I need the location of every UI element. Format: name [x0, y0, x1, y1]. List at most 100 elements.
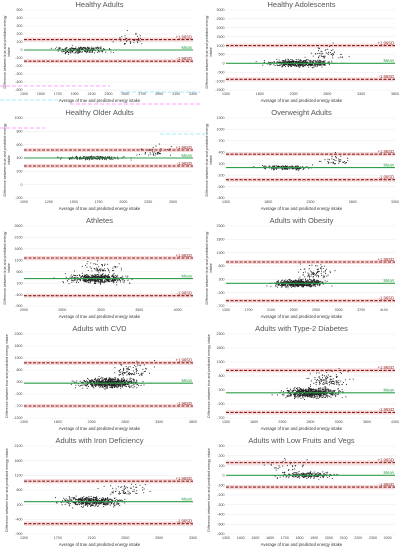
data-point — [123, 156, 125, 158]
data-point — [97, 381, 99, 383]
data-point — [328, 61, 331, 63]
data-point — [335, 380, 337, 382]
data-point — [345, 162, 348, 164]
data-point — [325, 268, 327, 270]
data-point — [158, 152, 160, 154]
data-point — [62, 282, 65, 284]
data-point — [112, 158, 114, 160]
data-point — [317, 47, 319, 49]
data-point — [316, 60, 318, 62]
data-point — [308, 387, 310, 389]
data-point — [103, 379, 105, 381]
data-point — [294, 286, 296, 288]
data-point — [340, 159, 342, 161]
data-point — [72, 51, 74, 53]
data-point — [319, 382, 321, 385]
data-point — [137, 35, 139, 37]
data-point — [330, 53, 333, 56]
data-point — [308, 268, 310, 270]
data-point — [116, 378, 119, 380]
data-point — [320, 378, 322, 381]
data-point — [320, 272, 322, 274]
data-point — [335, 376, 337, 379]
data-point — [89, 266, 91, 268]
data-point — [270, 168, 273, 170]
x-tick-label: 3300 — [155, 420, 163, 424]
data-point — [139, 374, 141, 376]
data-point — [86, 384, 88, 386]
data-point — [307, 395, 309, 397]
data-point — [98, 385, 100, 387]
data-point — [285, 280, 287, 283]
data-point — [318, 387, 320, 389]
data-point — [325, 387, 327, 389]
data-point — [276, 58, 278, 60]
limit-band — [226, 260, 395, 264]
data-point — [112, 277, 115, 279]
data-point — [315, 280, 317, 282]
data-point — [113, 386, 116, 388]
data-point — [324, 270, 326, 272]
data-point — [112, 381, 114, 383]
data-point — [116, 502, 118, 504]
data-point — [129, 366, 131, 368]
data-point — [340, 53, 342, 56]
data-point — [86, 387, 88, 389]
data-point — [275, 164, 277, 166]
data-point — [302, 389, 304, 391]
data-point — [123, 491, 125, 493]
data-point — [327, 158, 329, 160]
data-point — [294, 63, 297, 66]
data-point — [116, 275, 118, 277]
data-point — [325, 52, 327, 54]
data-point — [144, 153, 146, 155]
data-point — [315, 274, 317, 276]
data-point — [75, 50, 77, 52]
chart-panel: Adults with Type-2 Diabetes Difference be… — [204, 324, 399, 432]
data-point — [136, 486, 138, 488]
data-point — [92, 156, 94, 158]
data-point — [119, 371, 121, 373]
data-point — [81, 274, 84, 276]
x-tick-label: 3100 — [172, 92, 180, 96]
data-point — [105, 386, 107, 388]
data-point — [320, 160, 322, 162]
x-tick-label: 3800 — [391, 92, 399, 96]
data-point — [324, 386, 326, 388]
data-point — [103, 281, 106, 283]
data-point — [89, 282, 91, 284]
data-point — [123, 380, 125, 383]
data-point — [81, 265, 83, 267]
data-point — [283, 61, 285, 63]
data-point — [84, 384, 86, 386]
data-point — [105, 159, 107, 161]
data-point — [290, 281, 292, 283]
data-point — [123, 42, 126, 44]
y-tick-label: 1800 — [217, 346, 225, 350]
data-point — [316, 380, 318, 382]
y-tick-label: 800 — [219, 264, 225, 268]
data-point — [131, 374, 133, 376]
data-point — [112, 279, 114, 281]
data-point — [133, 41, 135, 44]
x-tick-label: 1250 — [45, 200, 53, 204]
data-point — [341, 56, 344, 58]
data-point — [293, 64, 295, 66]
data-point — [281, 66, 283, 68]
data-point — [118, 381, 120, 383]
data-point — [68, 53, 70, 55]
data-point — [74, 279, 76, 281]
data-point — [296, 284, 298, 286]
data-point — [300, 59, 302, 61]
data-point — [318, 390, 320, 392]
data-point — [103, 268, 105, 270]
data-point — [112, 490, 114, 492]
data-point — [151, 151, 154, 153]
data-point — [318, 376, 320, 378]
data-point — [287, 287, 289, 289]
data-point — [290, 280, 292, 282]
data-point — [114, 372, 116, 374]
data-point — [300, 395, 302, 397]
x-tick-label: 4000 — [174, 308, 182, 312]
data-point — [297, 395, 299, 397]
